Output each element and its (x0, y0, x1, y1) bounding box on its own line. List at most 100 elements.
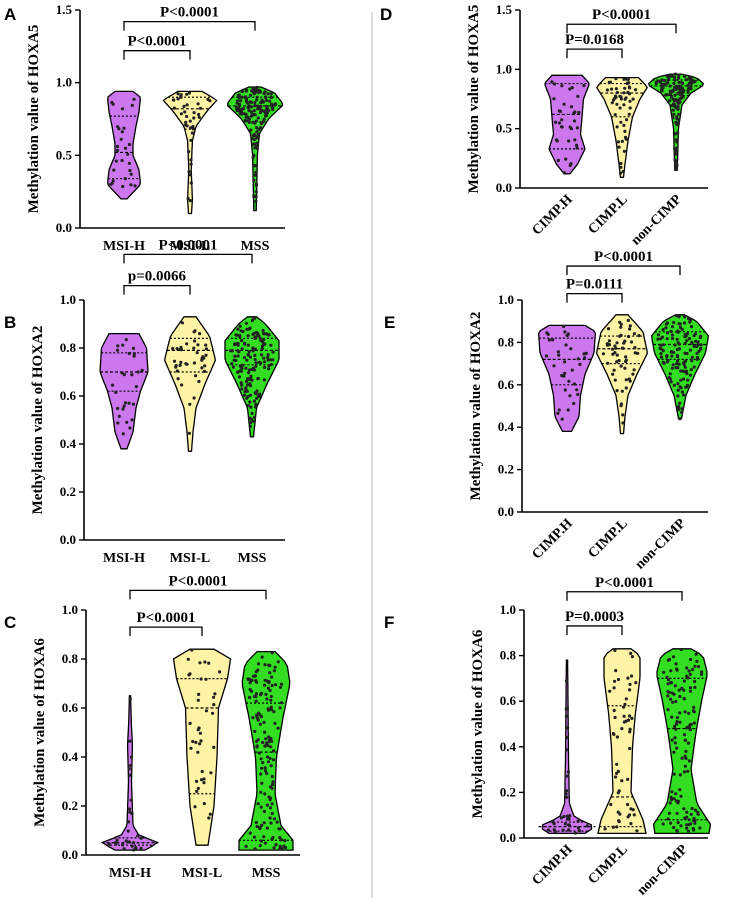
data-point (128, 807, 132, 811)
data-point (237, 350, 241, 354)
data-point (125, 420, 129, 424)
data-point (128, 426, 132, 430)
data-point (660, 335, 665, 339)
p-value-label: P<0.0001 (159, 237, 218, 253)
data-point (249, 100, 253, 104)
data-point (560, 118, 564, 122)
data-point (666, 678, 671, 682)
data-point (635, 829, 639, 833)
data-point (572, 401, 576, 406)
data-point (684, 738, 688, 742)
data-point (140, 368, 144, 372)
data-point (203, 660, 207, 664)
data-point (672, 112, 676, 116)
data-point (559, 816, 564, 820)
panel-label: D (380, 5, 392, 24)
data-point (263, 730, 267, 734)
data-point (187, 431, 191, 435)
data-point (127, 767, 131, 771)
data-point (139, 836, 143, 840)
data-point (677, 80, 681, 84)
data-point (121, 343, 125, 347)
data-point (127, 351, 131, 356)
data-point (255, 396, 259, 400)
data-point (619, 95, 623, 99)
data-point (121, 432, 125, 436)
data-point (672, 772, 676, 776)
data-point (270, 837, 274, 842)
data-point (189, 162, 193, 166)
data-point (564, 679, 569, 683)
data-point (274, 683, 278, 687)
data-point (254, 402, 258, 406)
data-point (212, 703, 216, 707)
data-point (605, 88, 610, 92)
data-point (685, 826, 689, 830)
data-point (628, 714, 632, 718)
data-point (665, 675, 669, 679)
data-point (674, 662, 678, 666)
data-point (563, 388, 567, 392)
data-point (231, 365, 235, 369)
y-tick-label: 0.2 (498, 462, 514, 477)
x-category-label: MSI-H (103, 239, 145, 254)
data-point (673, 93, 677, 97)
data-point (680, 410, 684, 414)
data-point (266, 686, 270, 690)
data-point (132, 97, 136, 101)
data-point (270, 811, 274, 816)
data-point (198, 661, 202, 665)
y-tick-label: 0.2 (60, 484, 76, 499)
data-point (251, 366, 255, 370)
data-point (254, 199, 258, 203)
data-point (673, 148, 678, 152)
data-point (257, 127, 261, 131)
data-point (621, 169, 625, 174)
p-value-label: P=0.0003 (565, 609, 624, 625)
data-point (619, 165, 623, 169)
data-point (565, 795, 569, 799)
data-point (139, 846, 143, 851)
data-point (270, 683, 274, 688)
data-point (672, 750, 676, 754)
data-point (264, 98, 268, 102)
data-point (670, 333, 675, 337)
data-point (253, 146, 257, 150)
data-point (261, 740, 265, 745)
data-point (123, 401, 128, 405)
data-point (269, 102, 274, 106)
y-axis-title: Methylation value of HOXA2 (30, 326, 46, 515)
data-point (616, 810, 620, 814)
data-point (682, 697, 686, 701)
data-point (618, 320, 622, 324)
data-point (676, 820, 680, 825)
data-point (682, 733, 687, 737)
data-point (117, 414, 121, 418)
data-point (238, 112, 242, 116)
x-category-label: CIMP.H (530, 192, 576, 238)
data-point (554, 138, 559, 142)
data-point (111, 102, 115, 106)
y-tick-label: 0.4 (500, 739, 517, 754)
data-point (249, 93, 253, 97)
data-point (267, 663, 271, 667)
data-point (673, 343, 677, 347)
significance-bracket (566, 625, 623, 635)
data-point (675, 337, 679, 341)
data-point (671, 700, 675, 704)
y-tick-label: 1.0 (500, 602, 516, 617)
x-category-label: CIMP.L (586, 842, 631, 887)
data-point (619, 325, 623, 329)
data-point (192, 396, 196, 400)
data-point (678, 720, 682, 724)
data-point (566, 774, 570, 778)
data-point (614, 775, 618, 779)
data-point (676, 388, 680, 392)
data-point (115, 144, 120, 149)
data-point (268, 99, 272, 103)
data-point (550, 80, 554, 84)
data-point (248, 681, 252, 685)
x-category-label: non-CIMP (629, 192, 686, 249)
data-point (687, 818, 691, 822)
data-point (175, 347, 179, 351)
